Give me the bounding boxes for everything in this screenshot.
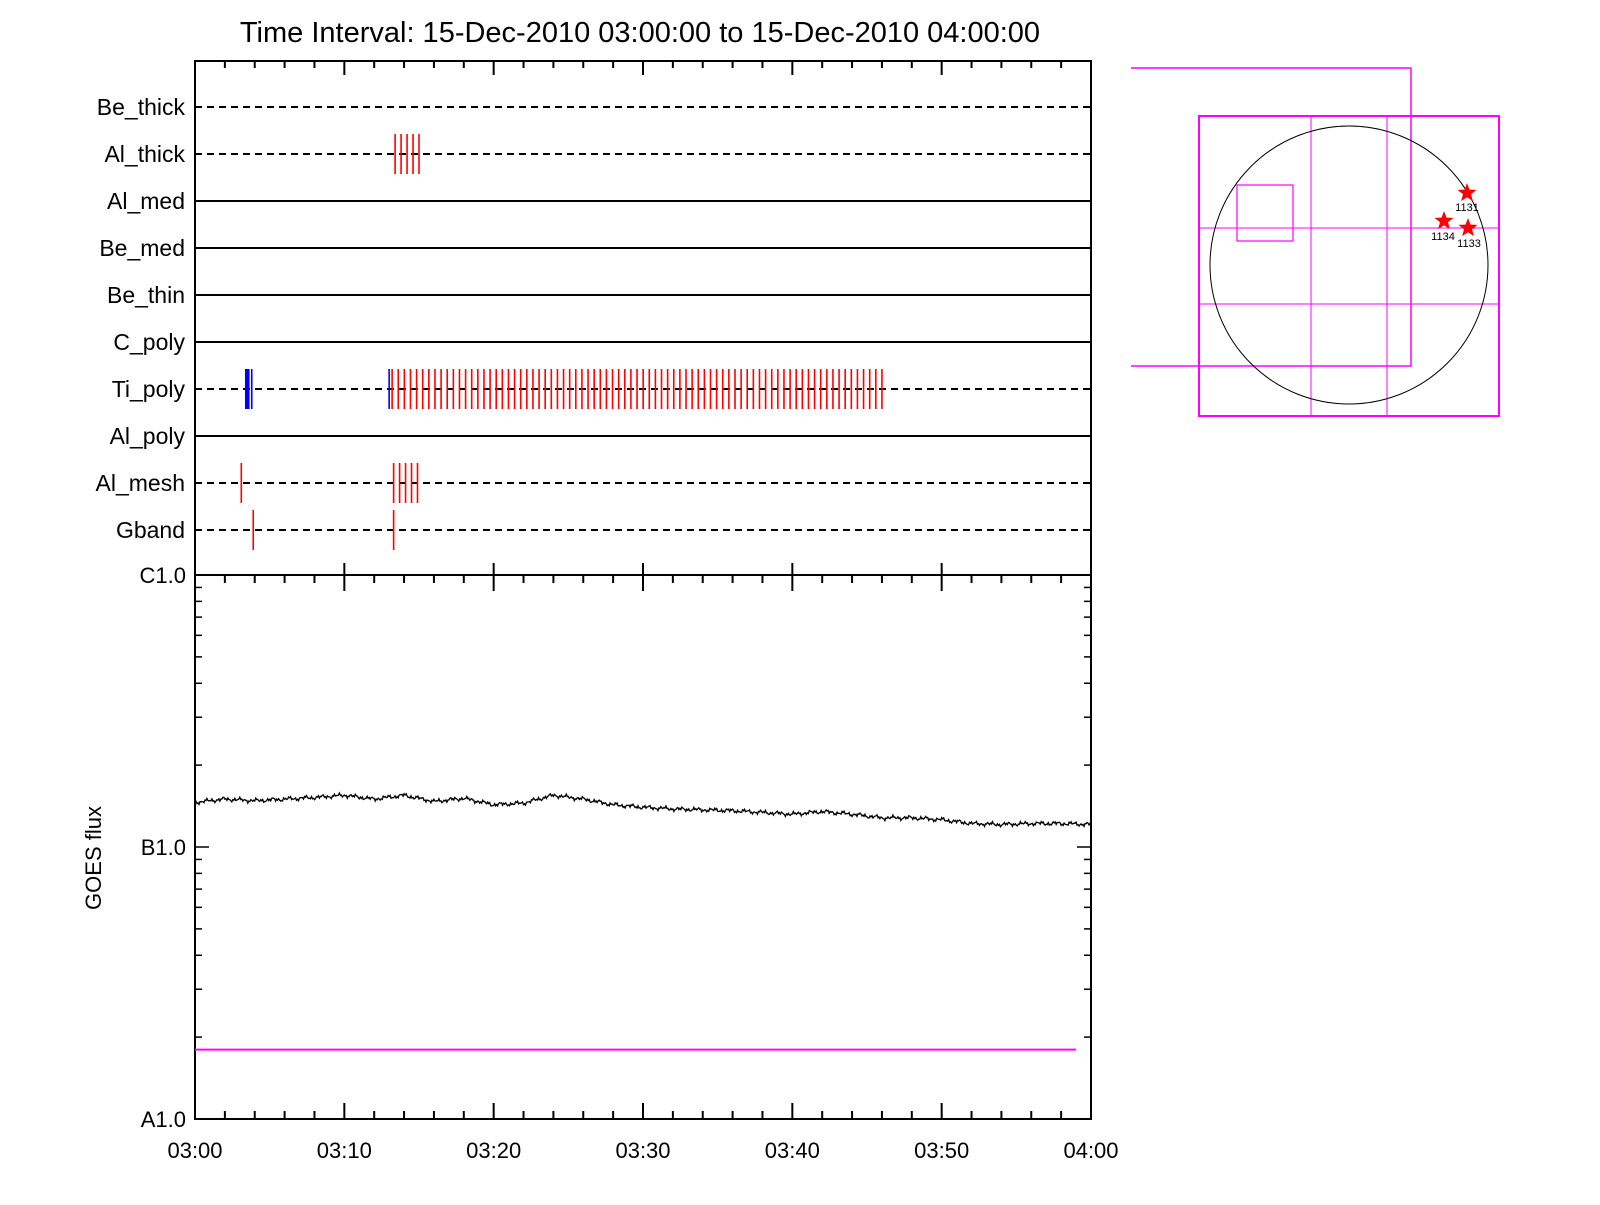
active-region-star [1457,183,1477,202]
channel-label: Ti_poly [112,376,186,402]
channel-label: Be_med [99,235,185,261]
channel-label: Al_poly [110,423,186,449]
active-region-label: 1133 [1457,238,1481,250]
x-tick-label: 03:50 [914,1138,969,1163]
flux-frame [194,574,1092,1120]
x-tick-label: 03:30 [615,1138,670,1163]
y-tick-label: A1.0 [141,1107,186,1132]
map-frame [1198,115,1500,417]
y-tick-label: C1.0 [140,563,186,588]
x-tick-label: 04:00 [1063,1138,1118,1163]
active-region-star [1434,211,1454,230]
y-tick-label: B1.0 [141,835,186,860]
x-tick-label: 03:20 [466,1138,521,1163]
active-region-star [1458,218,1478,237]
channel-label: C_poly [113,329,185,355]
channel-label: Be_thick [97,94,186,120]
y-axis-label: GOES flux [81,806,106,910]
channel-label: Be_thin [107,282,185,308]
chart-title: Time Interval: 15-Dec-2010 03:00:00 to 1… [240,17,1040,49]
fov-outline [1131,67,1412,367]
channel-label: Al_med [107,188,185,214]
event-raster-panel: Be_thick Al_thick Al_med Be_med Be_thin C_pol… [96,60,1092,576]
channel-label: Gband [116,517,185,543]
zoom-box [1236,184,1294,242]
channel-label: Al_mesh [96,470,185,496]
goes-flux-panel: C1.0 B1.0 A1.0 03:00 03:10 03:20 03:30 03:40 03:… [140,563,1119,1163]
solar-disk [1209,125,1489,405]
goes-flux-line [194,791,1092,829]
channel-label: Al_thick [104,141,185,167]
x-tick-label: 03:10 [317,1138,372,1163]
active-region-label: 1131 [1455,202,1479,214]
active-region-label: 1134 [1431,231,1455,243]
x-tick-label: 03:40 [765,1138,820,1163]
raster-frame [194,60,1092,576]
x-tick-label: 03:00 [167,1138,222,1163]
